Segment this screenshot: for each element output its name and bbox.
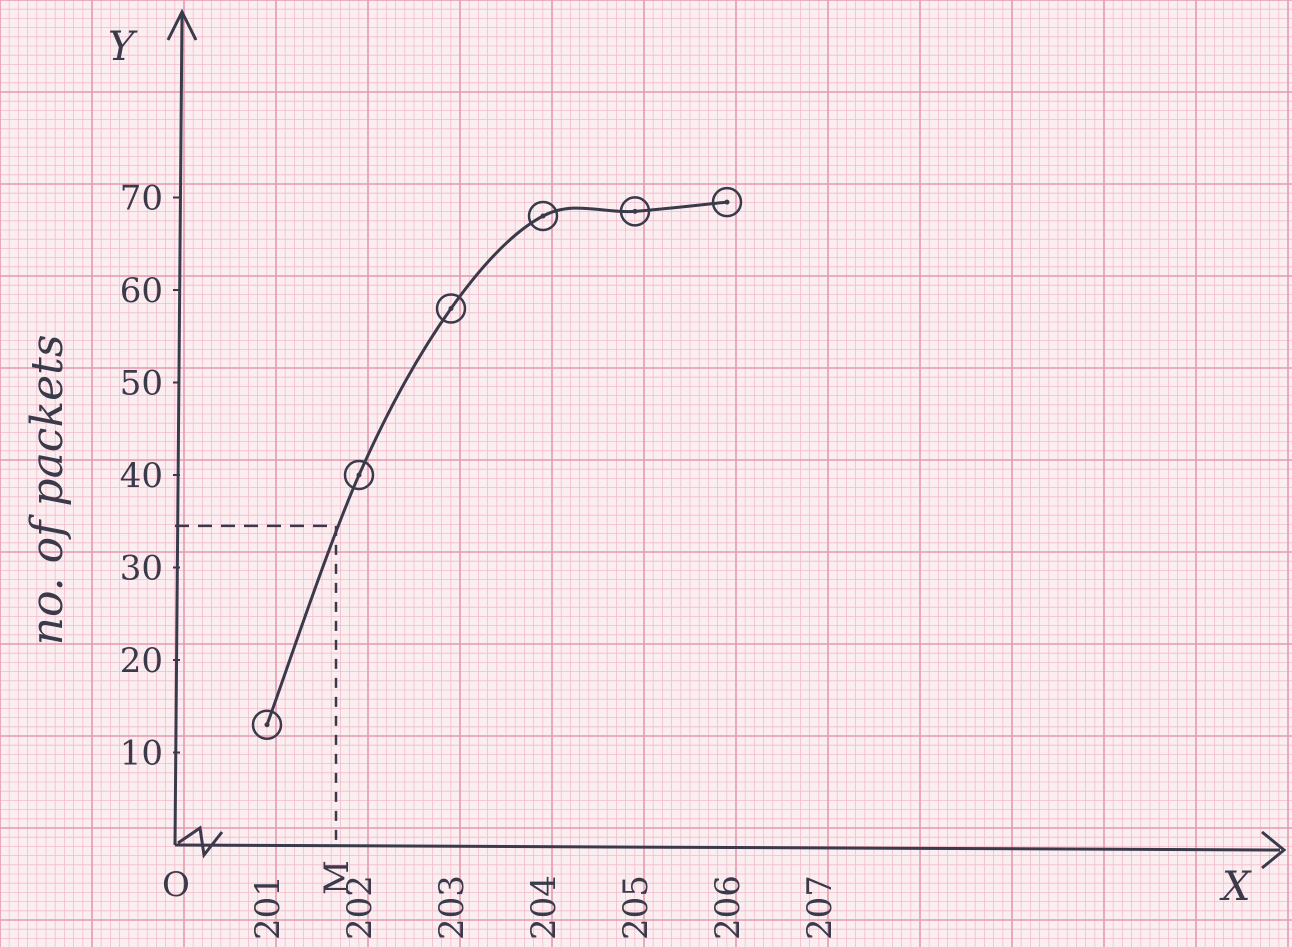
axis-break-icon	[177, 825, 224, 859]
data-point-dot	[632, 208, 638, 214]
y-tick-label: 60	[120, 271, 163, 311]
data-point-dot	[448, 306, 454, 311]
data-point	[527, 200, 559, 232]
x-tick-label: 204	[524, 875, 564, 940]
y-tick-label: 30	[120, 549, 163, 589]
x-axis-arrow-icon	[1261, 830, 1287, 870]
x-tick-label: 207	[800, 875, 840, 940]
x-tick-label: 201	[248, 875, 288, 940]
x-tick-labels: 201 202 203 204 205 206 207	[248, 875, 840, 940]
x-tick-label: 202	[340, 875, 380, 940]
x-axis-letter: X	[1219, 864, 1252, 910]
y-tick-label: 40	[120, 456, 163, 496]
data-point-dot	[264, 722, 270, 728]
median-guides: M	[175, 524, 357, 895]
y-axis-label: no. of packets	[22, 335, 73, 646]
y-tick-label: 10	[120, 734, 163, 774]
data-point-dot	[724, 199, 730, 205]
y-axis-arrow-icon	[166, 8, 198, 41]
data-point	[343, 459, 375, 491]
y-axis-letter: Y	[108, 24, 138, 70]
y-axis	[173, 14, 184, 846]
y-tick-label: 70	[120, 179, 163, 219]
x-axis	[174, 843, 1281, 852]
y-tick-label: 50	[120, 364, 163, 404]
y-tick-labels: 10 20 30 40 50 60 70	[120, 179, 180, 774]
data-point	[711, 186, 743, 218]
data-point	[435, 293, 467, 324]
origin-label: O	[162, 865, 190, 905]
median-label: M	[317, 860, 357, 895]
y-tick-label: 20	[120, 641, 163, 681]
x-tick-label: 206	[708, 875, 748, 940]
data-point-dot	[356, 472, 362, 478]
data-points	[251, 186, 743, 740]
x-tick-label: 205	[616, 875, 656, 940]
x-tick-label: 203	[432, 875, 472, 940]
data-point	[251, 709, 283, 740]
data-point-dot	[540, 213, 546, 219]
data-point	[619, 196, 651, 227]
